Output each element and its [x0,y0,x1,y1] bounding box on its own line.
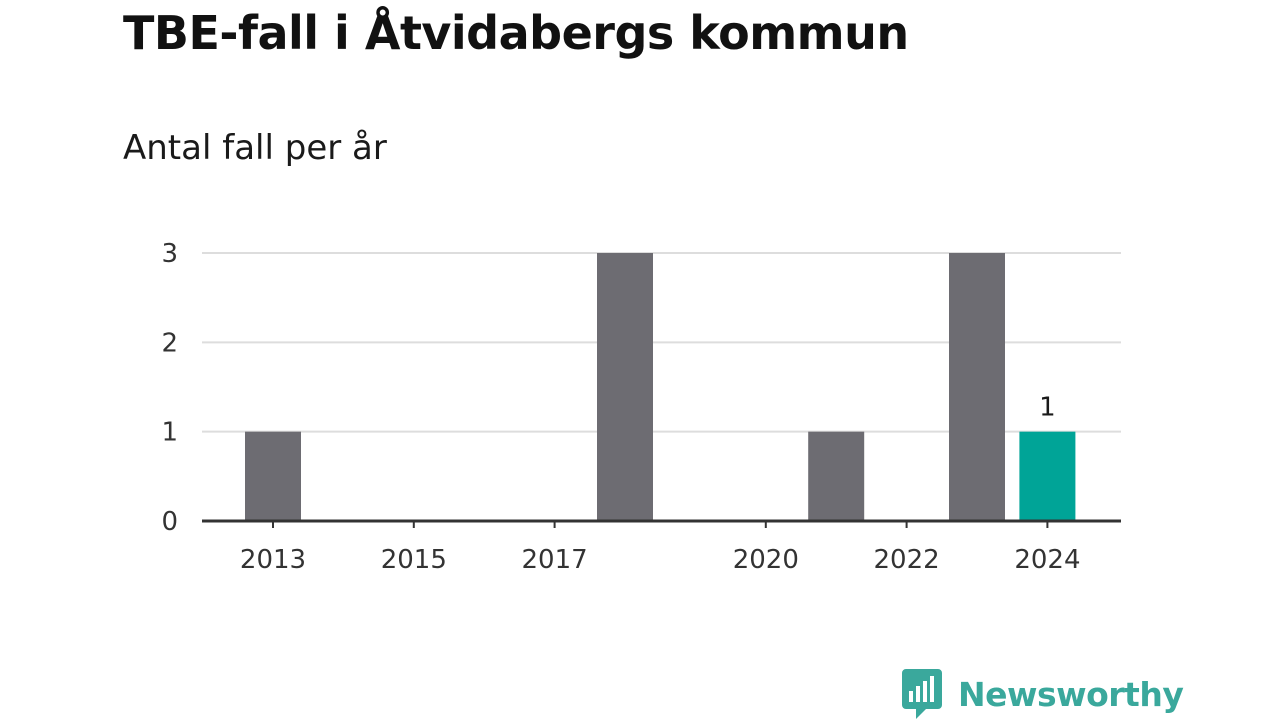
x-tick-label: 2022 [874,545,940,575]
y-tick-label: 3 [161,239,178,269]
x-tick-label: 2013 [240,545,306,575]
x-tick-label: 2015 [381,545,447,575]
bar [245,431,301,521]
chart-subtitle: Antal fall per år [123,128,387,168]
newsworthy-logo: Newsworthy [902,669,1184,719]
bar [808,431,865,521]
y-tick-label: 2 [161,328,178,358]
x-tick-label: 2017 [522,545,588,575]
axes: 0 1 2 3 2013 2015 2017 2020 2022 2024 [161,239,1121,575]
bar-highlight [1019,431,1076,521]
newsworthy-logo-icon [902,669,942,719]
y-tick-label: 1 [161,418,178,448]
x-tick-label: 2024 [1014,545,1080,575]
y-tick-label: 0 [161,507,178,537]
bar [949,253,1005,521]
bars [245,253,1076,521]
labels: 1 [1039,393,1056,423]
data-label: 1 [1039,393,1056,423]
chart-title: TBE-fall i Åtvidabergs kommun [123,6,909,60]
bar [597,253,653,521]
brand-name: Newsworthy [958,674,1184,714]
x-tick-label: 2020 [733,545,799,575]
